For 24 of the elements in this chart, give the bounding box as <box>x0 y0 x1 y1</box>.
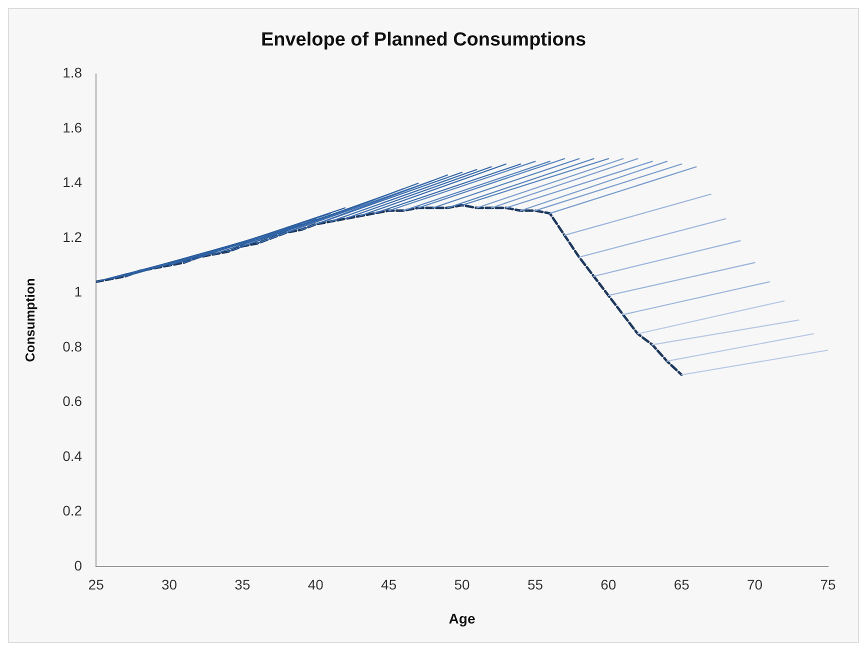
y-tick-label: 1.2 <box>62 228 82 245</box>
y-tick-label: 0.8 <box>62 338 82 354</box>
x-tick-label: 65 <box>674 576 690 593</box>
x-tick-label: 45 <box>381 576 397 593</box>
x-tick-label: 55 <box>527 576 544 593</box>
x-tick-label: 25 <box>88 576 104 593</box>
y-tick-label: 0 <box>74 557 82 574</box>
y-tick-label: 1.6 <box>62 119 82 136</box>
y-tick-label: 1 <box>74 284 82 300</box>
y-tick-label: 0.2 <box>62 502 82 519</box>
y-tick-label: 0.4 <box>62 448 82 464</box>
x-tick-label: 40 <box>308 576 324 593</box>
x-tick-label: 35 <box>234 576 250 593</box>
y-tick-label: 1.8 <box>62 64 82 81</box>
x-tick-label: 50 <box>454 576 470 593</box>
x-axis-title: Age <box>448 610 476 626</box>
x-tick-label: 75 <box>820 576 836 593</box>
x-tick-label: 60 <box>600 576 616 593</box>
x-tick-label: 30 <box>161 576 178 593</box>
y-tick-label: 1.4 <box>62 174 82 190</box>
y-axis-title: Consumption <box>22 278 38 362</box>
y-tick-label: 0.6 <box>62 393 82 410</box>
chart-title: Envelope of Planned Consumptions <box>260 30 586 51</box>
x-tick-label: 70 <box>747 576 763 593</box>
